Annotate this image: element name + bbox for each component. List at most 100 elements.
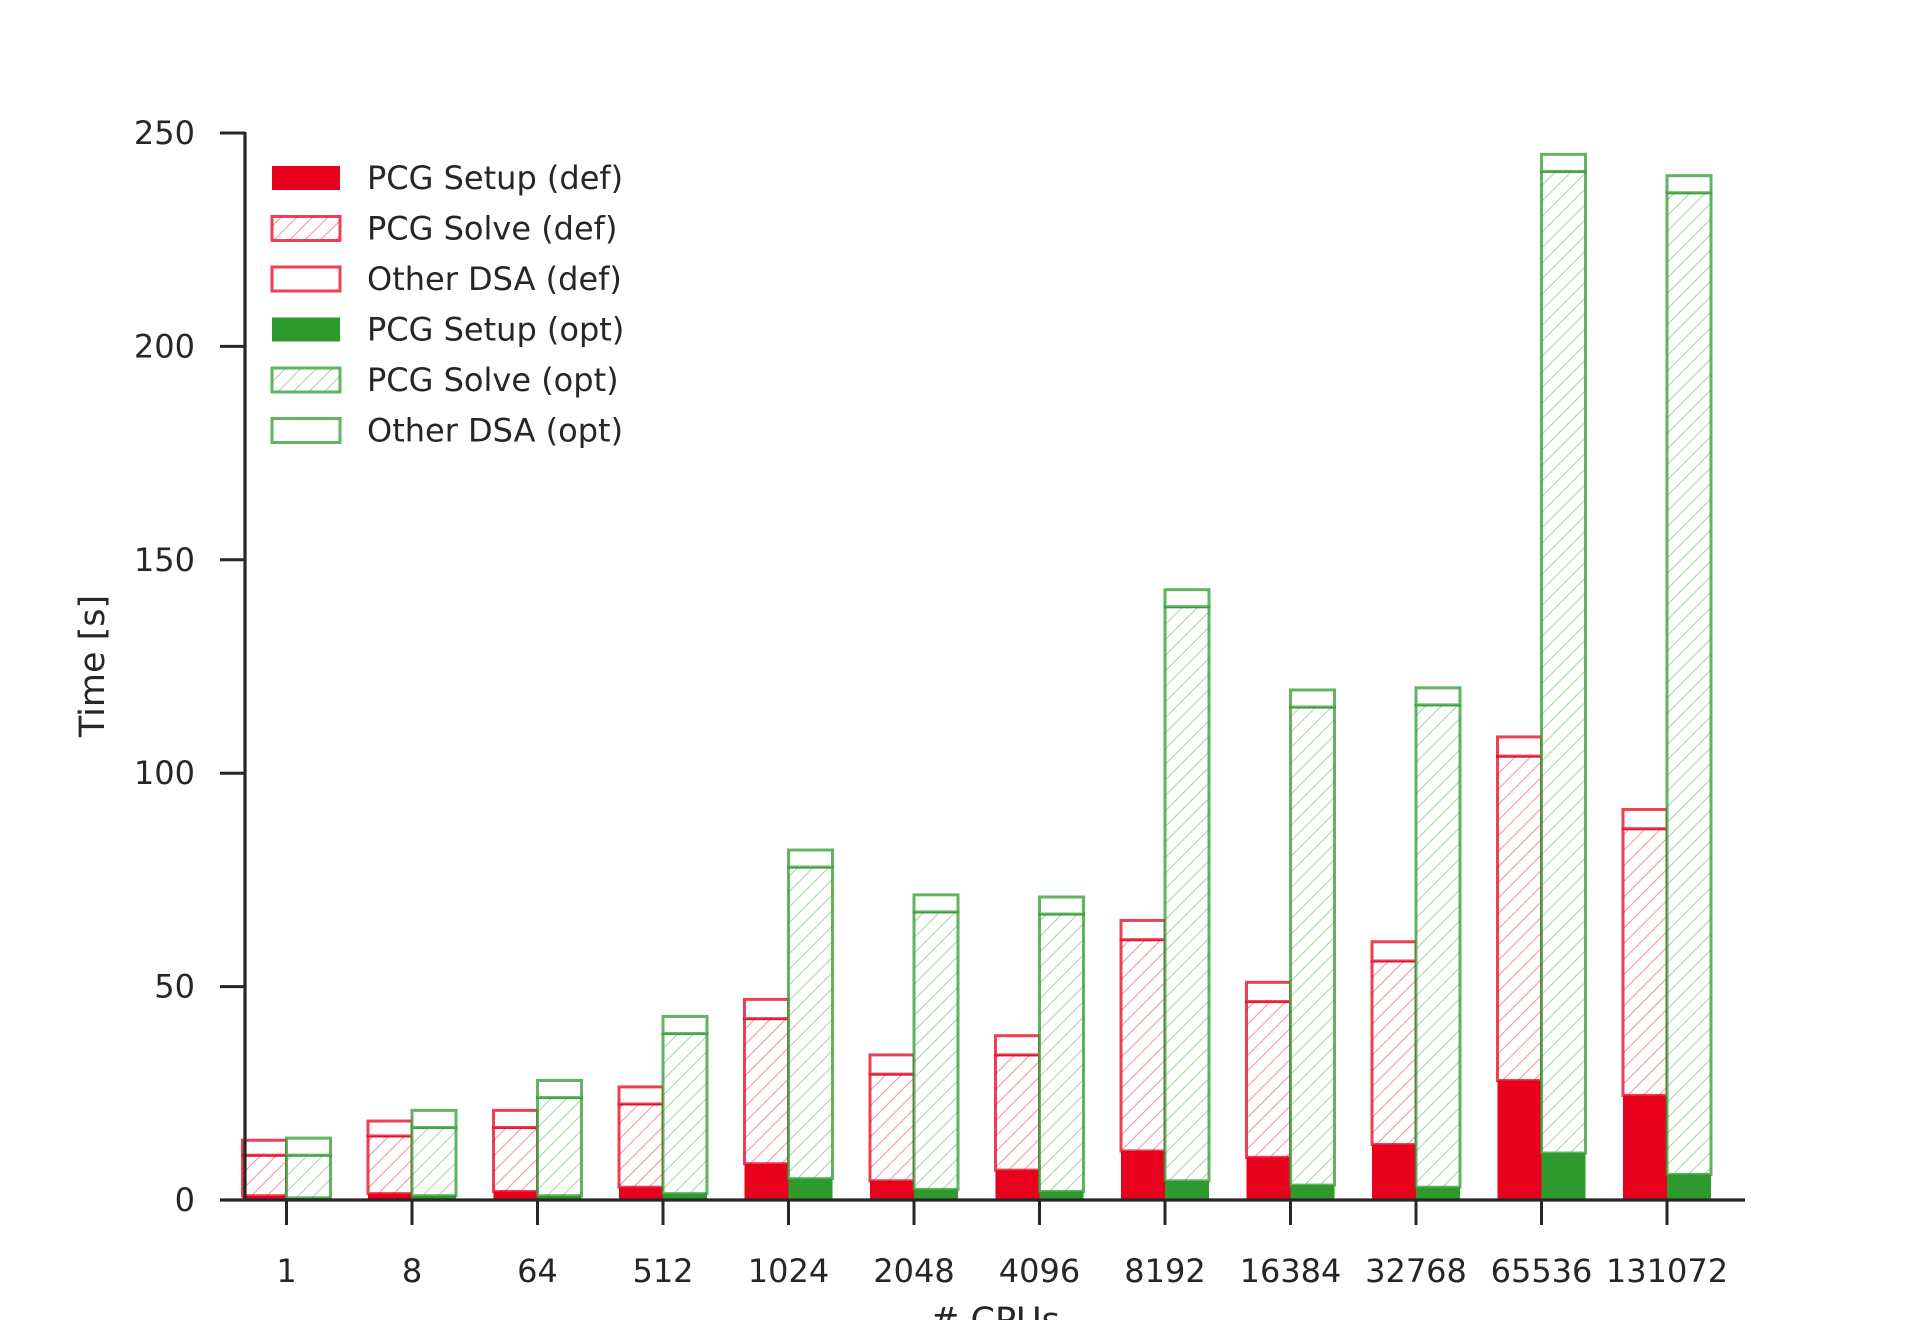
x-tick-label-512: 512 <box>632 1252 693 1290</box>
bar-opt-other-dsa-8 <box>410 1108 458 1129</box>
bar-opt-other-dsa-65536 <box>1540 152 1587 173</box>
y-tick-label-150: 150 <box>134 541 195 579</box>
bar-opt-pcg-solve-8192 <box>1163 605 1211 1183</box>
bar-def-pcg-setup-8192 <box>1121 1150 1165 1200</box>
x-tick-label-2048: 2048 <box>873 1252 954 1290</box>
bar-def-pcg-setup-64 <box>493 1191 538 1200</box>
bar-def-pcg-solve-1024 <box>743 1017 790 1166</box>
bars-layer <box>241 152 1713 1200</box>
bar-opt-other-dsa-64 <box>536 1079 583 1100</box>
bar-opt-pcg-solve-1 <box>285 1153 332 1200</box>
bar-opt-pcg-setup-64 <box>537 1195 582 1200</box>
bar-def-pcg-solve-131072 <box>1621 827 1669 1097</box>
bar-def-pcg-solve-2048 <box>868 1072 916 1183</box>
bar-opt-pcg-setup-32768 <box>1416 1187 1460 1200</box>
bar-opt-pcg-solve-65536 <box>1540 169 1587 1155</box>
x-tick-label-64: 64 <box>517 1252 558 1290</box>
bar-opt-other-dsa-1 <box>285 1136 332 1157</box>
y-tick-label-100: 100 <box>134 754 195 792</box>
bar-def-pcg-setup-2048 <box>870 1180 914 1200</box>
bar-def-pcg-setup-131072 <box>1623 1095 1667 1200</box>
x-tick-label-4096: 4096 <box>999 1252 1080 1290</box>
bar-opt-pcg-setup-2048 <box>914 1189 958 1200</box>
bar-opt-other-dsa-8192 <box>1163 588 1211 609</box>
legend-label-other-dsa-def: Other DSA (def) <box>367 260 622 298</box>
bar-def-other-dsa-2048 <box>868 1053 916 1076</box>
bar-opt-pcg-setup-8 <box>412 1195 456 1200</box>
bar-def-pcg-setup-65536 <box>1497 1080 1542 1200</box>
axes-layer: 0 50 100 150 200 250 1 8 64 512 1024 2048 4096 8192 16… <box>134 114 1745 1290</box>
bar-def-pcg-solve-65536 <box>1496 754 1543 1082</box>
bar-opt-pcg-solve-2048 <box>912 910 960 1191</box>
legend-label-pcg-setup-opt: PCG Setup (opt) <box>367 311 624 349</box>
legend-swatch-pcg-solve-def <box>270 215 342 242</box>
x-tick-label-16384: 16384 <box>1240 1252 1342 1290</box>
bar-def-pcg-setup-512 <box>619 1187 663 1200</box>
bar-def-pcg-setup-16384 <box>1246 1157 1291 1200</box>
bar-def-pcg-solve-32768 <box>1370 959 1418 1147</box>
bar-def-pcg-setup-4096 <box>995 1170 1040 1200</box>
bar-def-other-dsa-16384 <box>1245 980 1292 1004</box>
bar-opt-pcg-setup-16384 <box>1290 1185 1335 1200</box>
bar-def-other-dsa-131072 <box>1621 807 1669 831</box>
bar-opt-pcg-setup-4096 <box>1039 1191 1084 1200</box>
bar-def-pcg-setup-1 <box>242 1195 287 1200</box>
bar-def-other-dsa-32768 <box>1370 940 1418 963</box>
bar-opt-pcg-setup-1024 <box>788 1178 833 1200</box>
labels-layer: # CPUs Time [s] <box>73 595 1060 1320</box>
bar-def-pcg-solve-64 <box>492 1125 539 1193</box>
y-tick-label-200: 200 <box>134 327 195 365</box>
bar-def-other-dsa-512 <box>617 1085 665 1106</box>
bar-def-other-dsa-65536 <box>1496 735 1543 758</box>
bar-def-pcg-setup-32768 <box>1372 1144 1416 1200</box>
y-tick-label-0: 0 <box>175 1181 195 1219</box>
bar-def-other-dsa-4096 <box>994 1034 1041 1057</box>
bar-opt-pcg-setup-65536 <box>1541 1153 1586 1200</box>
bar-opt-pcg-solve-4096 <box>1038 912 1085 1193</box>
y-tick-label-50: 50 <box>154 968 195 1006</box>
bar-def-other-dsa-8 <box>366 1119 414 1138</box>
legend-swatch-pcg-solve-opt <box>270 366 342 394</box>
x-tick-label-32768: 32768 <box>1365 1252 1467 1290</box>
bar-def-pcg-setup-8 <box>368 1193 412 1200</box>
bar-def-pcg-solve-16384 <box>1245 1000 1292 1159</box>
bar-opt-other-dsa-16384 <box>1289 688 1336 709</box>
bar-def-pcg-solve-4096 <box>994 1053 1041 1172</box>
x-tick-label-131072: 131072 <box>1606 1252 1728 1290</box>
bar-def-other-dsa-1 <box>241 1138 288 1157</box>
legend-label-other-dsa-opt: Other DSA (opt) <box>367 412 623 450</box>
bar-opt-other-dsa-2048 <box>912 893 960 914</box>
bar-opt-pcg-setup-512 <box>663 1193 707 1200</box>
bar-def-pcg-solve-512 <box>617 1102 665 1189</box>
legend-label-pcg-setup-def: PCG Setup (def) <box>367 159 623 197</box>
bar-def-pcg-solve-8 <box>366 1134 414 1196</box>
bar-def-other-dsa-1024 <box>743 997 790 1021</box>
y-tick-label-250: 250 <box>134 114 195 152</box>
bar-opt-pcg-solve-512 <box>661 1032 709 1196</box>
bar-def-pcg-setup-1024 <box>744 1163 789 1200</box>
x-tick-label-1: 1 <box>276 1252 296 1290</box>
x-tick-label-65536: 65536 <box>1491 1252 1593 1290</box>
legend-swatch-other-dsa-def <box>270 265 342 293</box>
legend-swatch-pcg-setup-def <box>272 166 340 190</box>
x-axis-label: # CPUs <box>930 1301 1060 1320</box>
bar-opt-pcg-setup-8192 <box>1165 1180 1209 1200</box>
bar-def-pcg-solve-8192 <box>1119 938 1167 1153</box>
bar-def-other-dsa-64 <box>492 1108 539 1129</box>
bar-opt-pcg-solve-64 <box>536 1096 583 1198</box>
bar-opt-pcg-solve-32768 <box>1414 703 1462 1189</box>
bar-opt-other-dsa-512 <box>661 1014 709 1036</box>
x-tick-label-8: 8 <box>402 1252 422 1290</box>
bar-def-pcg-solve-1 <box>241 1153 288 1198</box>
legend-label-pcg-solve-def: PCG Solve (def) <box>367 210 617 248</box>
legend-swatch-pcg-setup-opt <box>272 317 340 342</box>
bar-opt-other-dsa-1024 <box>787 848 834 869</box>
x-tick-label-8192: 8192 <box>1124 1252 1205 1290</box>
bar-opt-other-dsa-131072 <box>1665 174 1713 195</box>
bar-def-other-dsa-8192 <box>1119 918 1167 942</box>
bar-opt-pcg-solve-16384 <box>1289 705 1336 1187</box>
bar-opt-other-dsa-32768 <box>1414 686 1462 707</box>
bar-opt-pcg-setup-131072 <box>1667 1174 1711 1200</box>
